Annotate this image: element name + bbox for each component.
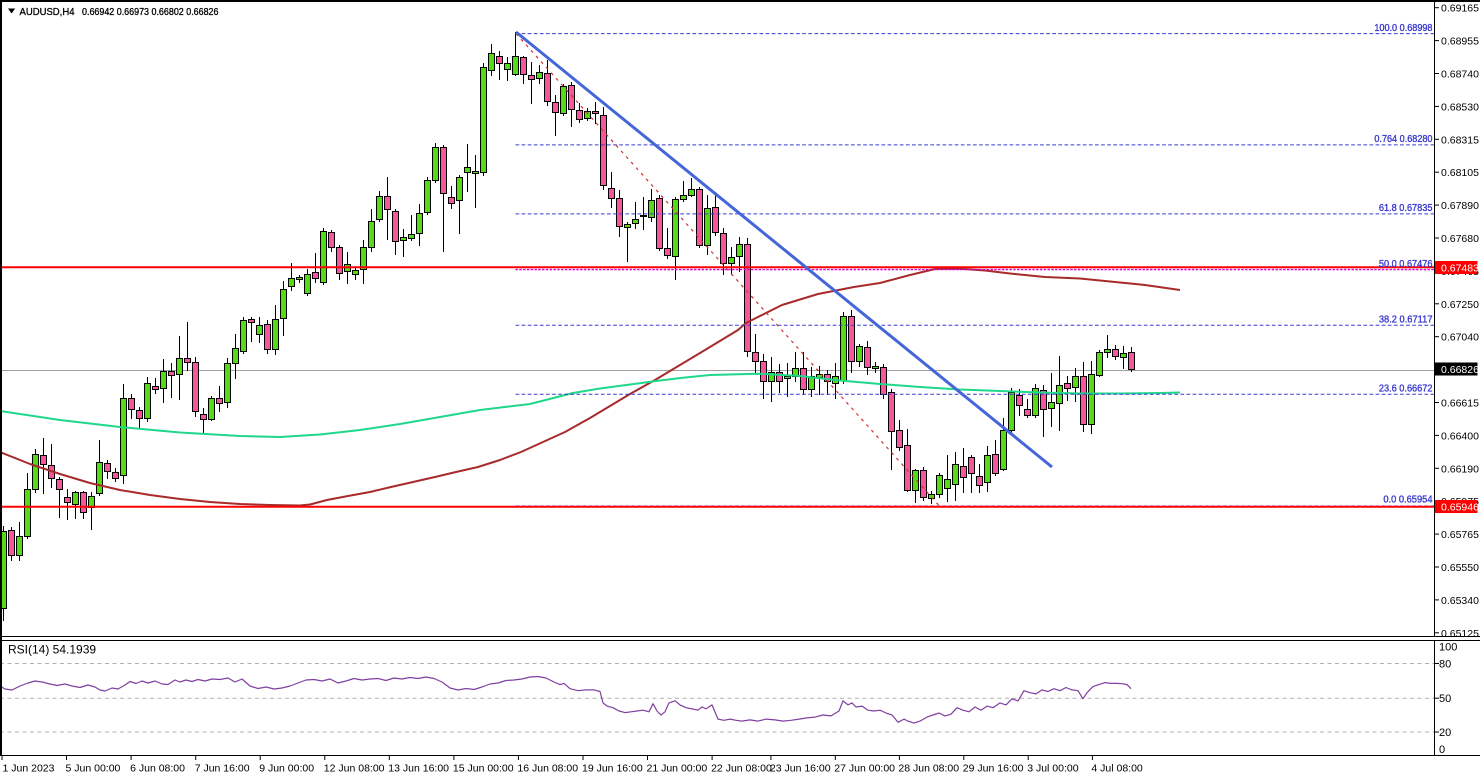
svg-text:0.68955: 0.68955	[1441, 36, 1479, 48]
svg-text:0.65340: 0.65340	[1441, 595, 1479, 607]
svg-text:0.66615: 0.66615	[1441, 398, 1479, 410]
svg-text:29 Jun 16:00: 29 Jun 16:00	[963, 763, 1024, 775]
svg-text:13 Jun 16:00: 13 Jun 16:00	[388, 763, 449, 775]
svg-text:1 Jun 2023: 1 Jun 2023	[3, 763, 55, 775]
svg-text:12 Jun 08:00: 12 Jun 08:00	[324, 763, 385, 775]
svg-text:7 Jun 16:00: 7 Jun 16:00	[195, 763, 250, 775]
svg-text:0.68530: 0.68530	[1441, 101, 1479, 113]
svg-text:23.6 0.66672: 23.6 0.66672	[1379, 383, 1433, 394]
svg-text:22 Jun 08:00: 22 Jun 08:00	[711, 763, 772, 775]
svg-text:100: 100	[1439, 642, 1457, 654]
svg-text:0: 0	[1439, 744, 1445, 756]
svg-text:50: 50	[1439, 693, 1451, 705]
svg-text:0.66400: 0.66400	[1441, 430, 1479, 442]
svg-text:0.68105: 0.68105	[1441, 167, 1479, 179]
svg-text:20: 20	[1439, 727, 1451, 739]
svg-text:AUDUSD,H4: AUDUSD,H4	[20, 7, 75, 18]
svg-text:0.66190: 0.66190	[1441, 463, 1479, 475]
svg-text:0.66942 0.66973 0.66802 0.6682: 0.66942 0.66973 0.66802 0.66826	[82, 7, 219, 18]
svg-text:5 Jun 00:00: 5 Jun 00:00	[66, 763, 121, 775]
svg-text:23 Jun 16:00: 23 Jun 16:00	[770, 763, 831, 775]
svg-text:0.67250: 0.67250	[1441, 299, 1479, 311]
svg-text:0.66826: 0.66826	[1441, 364, 1479, 376]
svg-text:27 Jun 00:00: 27 Jun 00:00	[834, 763, 895, 775]
svg-text:0.0 0.65954: 0.0 0.65954	[1383, 495, 1433, 506]
svg-text:0.764 0.68280: 0.764 0.68280	[1374, 134, 1433, 145]
svg-text:0.67890: 0.67890	[1441, 200, 1479, 212]
svg-text:0.68315: 0.68315	[1441, 134, 1479, 146]
svg-text:15 Jun 00:00: 15 Jun 00:00	[453, 763, 514, 775]
svg-text:38.2 0.67117: 38.2 0.67117	[1379, 314, 1433, 325]
svg-text:28 Jun 08:00: 28 Jun 08:00	[898, 763, 959, 775]
svg-text:0.65125: 0.65125	[1441, 628, 1479, 640]
svg-text:0.69165: 0.69165	[1441, 3, 1479, 15]
svg-text:100.0 0.68998: 100.0 0.68998	[1374, 23, 1433, 34]
svg-text:61.8 0.67835: 61.8 0.67835	[1379, 203, 1433, 214]
svg-text:9 Jun 00:00: 9 Jun 00:00	[259, 763, 314, 775]
svg-text:3 Jul 00:00: 3 Jul 00:00	[1027, 763, 1079, 775]
svg-text:6 Jun 08:00: 6 Jun 08:00	[130, 763, 185, 775]
svg-text:21 Jun 00:00: 21 Jun 00:00	[647, 763, 708, 775]
svg-text:0.67483: 0.67483	[1441, 263, 1479, 275]
svg-text:4 Jul 08:00: 4 Jul 08:00	[1091, 763, 1143, 775]
svg-text:0.68740: 0.68740	[1441, 69, 1479, 81]
svg-text:50.0 0.67476: 50.0 0.67476	[1379, 259, 1433, 270]
svg-text:16 Jun 08:00: 16 Jun 08:00	[517, 763, 578, 775]
svg-text:19 Jun 16:00: 19 Jun 16:00	[582, 763, 643, 775]
svg-text:0.67040: 0.67040	[1441, 332, 1479, 344]
svg-text:0.67680: 0.67680	[1441, 233, 1479, 245]
svg-text:RSI(14) 54.1939: RSI(14) 54.1939	[8, 643, 96, 657]
svg-text:0.65765: 0.65765	[1441, 529, 1479, 541]
svg-text:80: 80	[1439, 659, 1451, 671]
svg-text:0.65946: 0.65946	[1441, 502, 1479, 514]
svg-text:0.65550: 0.65550	[1441, 562, 1479, 574]
